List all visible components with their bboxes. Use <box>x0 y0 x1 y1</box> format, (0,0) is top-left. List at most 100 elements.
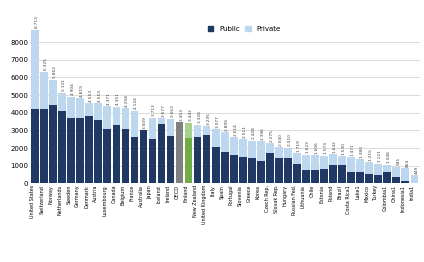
Bar <box>86 116 93 183</box>
Text: 3 009: 3 009 <box>143 117 148 129</box>
Bar <box>266 153 274 183</box>
Bar <box>374 163 382 175</box>
Bar <box>67 118 75 183</box>
Bar <box>185 123 192 138</box>
Bar <box>302 170 310 183</box>
Text: 1 623: 1 623 <box>306 141 310 153</box>
Bar <box>293 164 301 183</box>
Text: 2 899: 2 899 <box>225 119 229 131</box>
Bar <box>275 148 283 158</box>
Bar <box>112 125 120 183</box>
Bar <box>365 162 373 174</box>
Text: 864: 864 <box>405 159 409 167</box>
Text: 4 553: 4 553 <box>98 89 102 102</box>
Bar <box>212 147 220 183</box>
Bar <box>49 105 57 183</box>
Bar <box>402 182 409 183</box>
Bar <box>311 155 319 170</box>
Bar <box>239 139 247 157</box>
Bar <box>149 118 156 139</box>
Text: 3 663: 3 663 <box>170 105 175 117</box>
Bar <box>59 93 66 111</box>
Bar <box>131 111 138 138</box>
Bar <box>293 153 301 164</box>
Text: 3 235: 3 235 <box>206 113 211 125</box>
Text: 3 677: 3 677 <box>162 105 165 117</box>
Text: 4 819: 4 819 <box>80 85 84 97</box>
Bar <box>329 154 337 165</box>
Bar <box>49 80 57 105</box>
Bar <box>31 109 39 183</box>
Bar <box>338 165 346 183</box>
Text: 3 328: 3 328 <box>198 111 202 123</box>
Text: 2 614: 2 614 <box>234 124 238 136</box>
Text: 5 862: 5 862 <box>53 67 57 79</box>
Bar <box>239 157 247 183</box>
Bar <box>194 125 201 137</box>
Text: 2 040: 2 040 <box>279 134 283 146</box>
Bar <box>86 103 93 116</box>
Text: 3 713: 3 713 <box>153 105 156 116</box>
Text: 8 713: 8 713 <box>35 16 39 28</box>
Bar <box>248 140 256 158</box>
Bar <box>203 135 210 183</box>
Bar <box>167 136 174 183</box>
Text: 1 530: 1 530 <box>342 143 346 155</box>
Text: 4 258: 4 258 <box>126 95 129 107</box>
Bar <box>59 111 66 183</box>
Bar <box>393 177 400 183</box>
Text: 2 275: 2 275 <box>270 130 274 142</box>
Bar <box>383 172 391 183</box>
Bar <box>40 109 48 183</box>
Bar <box>230 137 237 155</box>
Text: 1 573: 1 573 <box>324 142 328 154</box>
Bar <box>284 148 292 158</box>
Bar <box>347 172 355 183</box>
Legend: Public, Private: Public, Private <box>205 23 283 34</box>
Bar <box>284 158 292 183</box>
Bar <box>410 176 418 183</box>
Bar <box>356 159 364 172</box>
Text: 2 396: 2 396 <box>261 128 265 140</box>
Text: 4 371: 4 371 <box>107 93 112 105</box>
Bar <box>320 170 328 183</box>
Bar <box>122 129 129 183</box>
Bar <box>103 106 111 129</box>
Bar <box>31 30 39 109</box>
Text: 941: 941 <box>396 157 400 165</box>
Text: 1 471: 1 471 <box>351 144 355 156</box>
Bar <box>76 118 84 183</box>
Text: 3 442: 3 442 <box>189 109 192 121</box>
Bar <box>302 155 310 170</box>
Bar <box>374 175 382 183</box>
Bar <box>139 130 147 183</box>
Bar <box>320 156 328 170</box>
Bar <box>347 157 355 172</box>
Text: 2 428: 2 428 <box>252 127 256 139</box>
Bar <box>76 98 84 118</box>
Bar <box>212 129 220 147</box>
Bar <box>383 165 391 172</box>
Bar <box>221 152 229 183</box>
Text: 1 719: 1 719 <box>297 140 301 152</box>
Bar <box>194 137 201 183</box>
Bar <box>40 72 48 109</box>
Bar <box>167 119 174 136</box>
Text: 3 453: 3 453 <box>180 109 184 121</box>
Text: 1 642: 1 642 <box>333 141 337 153</box>
Bar <box>103 129 111 183</box>
Bar <box>338 156 346 165</box>
Bar <box>95 120 102 183</box>
Bar <box>266 143 274 153</box>
Bar <box>158 118 165 124</box>
Text: 1 215: 1 215 <box>369 149 373 161</box>
Bar <box>203 126 210 135</box>
Bar <box>257 161 265 183</box>
Text: 3 077: 3 077 <box>216 116 220 128</box>
Text: 1 380: 1 380 <box>360 146 364 158</box>
Bar <box>95 103 102 120</box>
Text: 4 553: 4 553 <box>89 89 93 102</box>
Text: 1 048: 1 048 <box>387 152 391 163</box>
Bar <box>329 165 337 183</box>
Bar <box>67 97 75 118</box>
